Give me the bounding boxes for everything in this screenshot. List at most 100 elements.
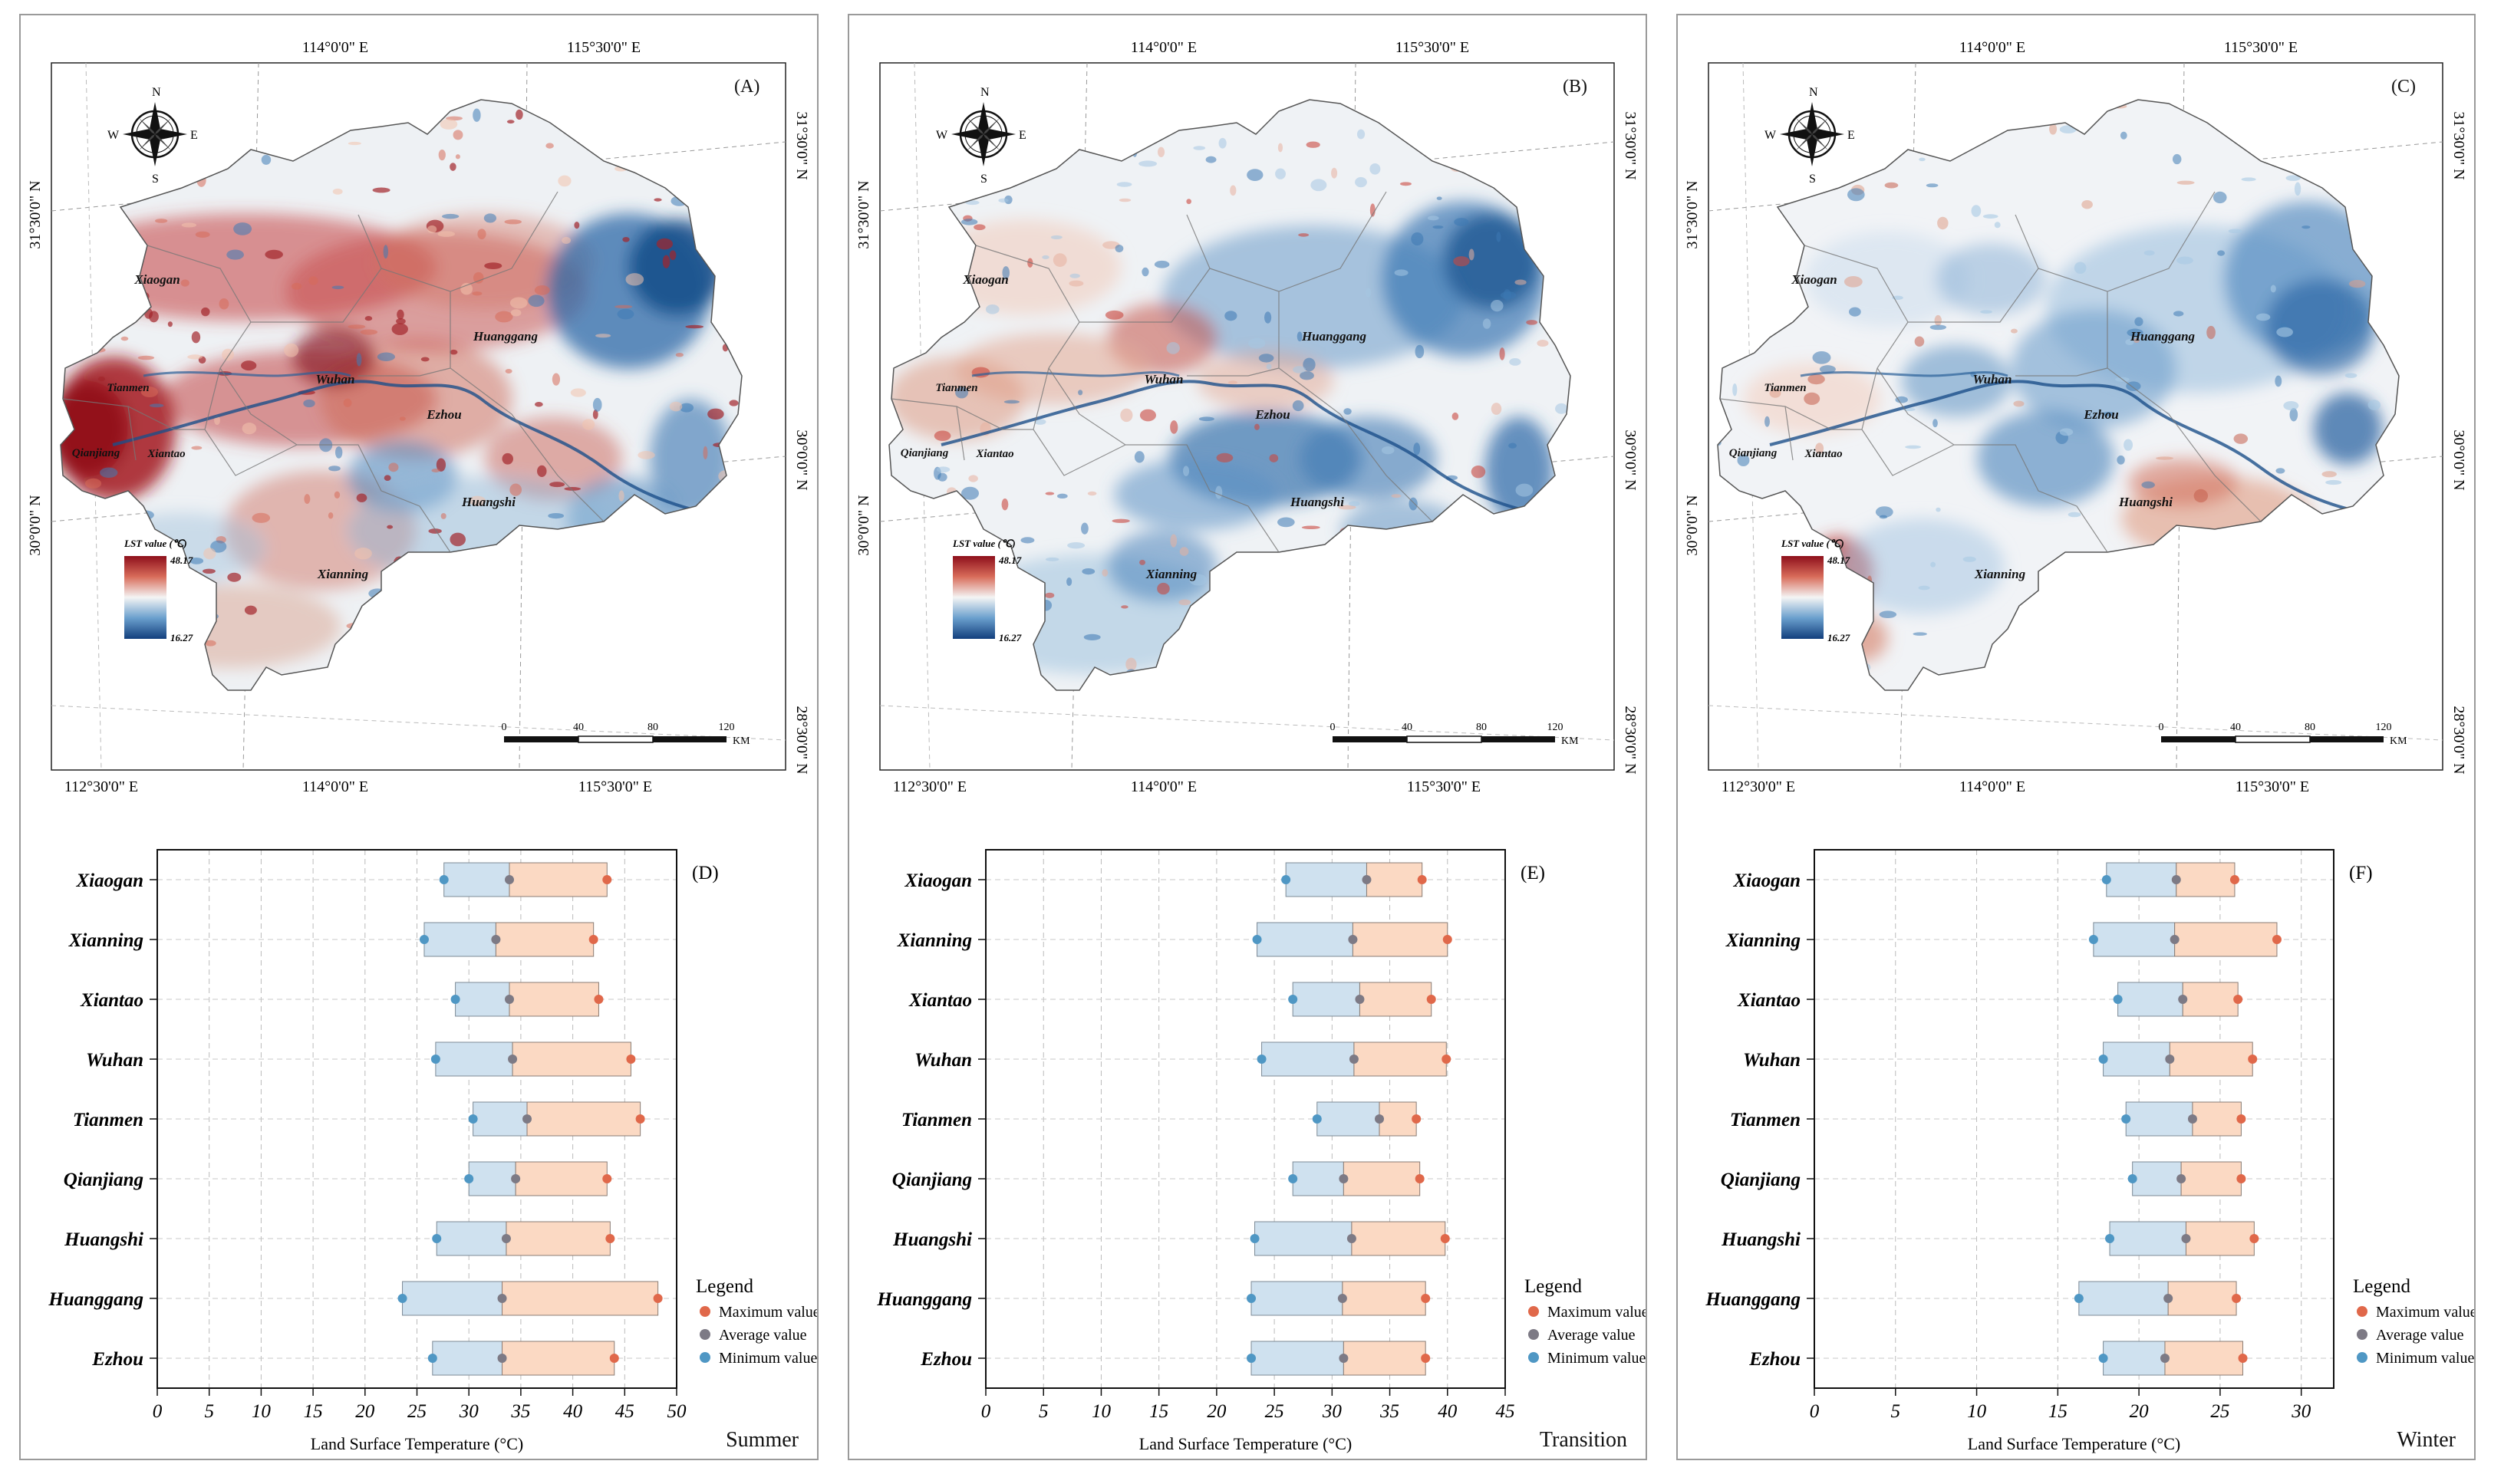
river-han — [143, 371, 351, 377]
lst-speck — [2288, 599, 2307, 604]
chart-legend-title: Legend — [696, 1276, 753, 1297]
bar-avg-to-max-tianmen — [526, 1101, 641, 1137]
lst-raster-blobs — [1743, 201, 2390, 663]
lst-speck — [657, 565, 675, 574]
lst-speck — [497, 661, 505, 666]
compass-n: N — [980, 86, 990, 99]
lst-speck — [463, 626, 479, 631]
lst-speck — [668, 664, 686, 671]
scale-bar: 0 40 80 120 KM — [2159, 722, 2408, 747]
lst-speck — [1119, 198, 1132, 202]
lst-speck — [1157, 582, 1170, 595]
lst-speck — [453, 130, 463, 140]
map-panel-label: (B) — [1563, 77, 1587, 97]
y-tick-label-huanggang: Huanggang — [48, 1289, 143, 1310]
lst-speck — [1718, 576, 1734, 584]
lst-speck — [1491, 403, 1502, 415]
lst-speck — [2068, 512, 2081, 518]
lst-speck — [1078, 390, 1083, 396]
lon-label-bottom: 115°30'0" E — [1407, 778, 1481, 795]
scale-bar-seg — [2310, 736, 2384, 742]
lst-speck — [669, 401, 683, 412]
lst-speck — [2294, 182, 2301, 196]
lst-speck — [388, 462, 399, 472]
lst-speck — [473, 271, 484, 284]
river-yangtze — [112, 380, 712, 515]
lst-speck — [2217, 250, 2226, 256]
lst-speck — [328, 512, 334, 519]
lst-speck — [1247, 169, 1264, 181]
scale-bar-tick: 40 — [2230, 722, 2241, 733]
y-tick-label-huangshi: Huangshi — [1721, 1229, 1801, 1250]
lst-speck — [1879, 610, 1897, 619]
lst-speck — [917, 519, 928, 525]
compass-needle — [978, 102, 989, 134]
compass-needle — [1812, 134, 1829, 151]
compass-s: S — [1809, 173, 1816, 186]
scale-bar: 0 40 80 120 KM — [1330, 722, 1580, 747]
scale-bar-tick: 120 — [719, 722, 735, 733]
lst-speck — [699, 209, 709, 218]
lon-label-bottom: 115°30'0" E — [2236, 778, 2309, 795]
lst-speck — [714, 131, 720, 141]
lst-speck — [1428, 529, 1442, 534]
compass-w: W — [1764, 129, 1777, 142]
city-label-huanggang: Huanggang — [1301, 329, 1367, 344]
lst-speck — [484, 262, 502, 269]
y-tick-label-xiaogan: Xiaogan — [904, 870, 972, 891]
point-avg-xiaogan — [1362, 875, 1372, 884]
lst-speck — [1836, 166, 1848, 180]
lst-speck — [505, 368, 512, 374]
lst-speck — [1413, 443, 1421, 456]
lst-speck — [1025, 658, 1035, 668]
lst-speck — [1339, 527, 1355, 537]
lst-speck — [1544, 229, 1559, 242]
city-label-tianmen: Tianmen — [935, 382, 977, 394]
point-avg-qianjiang — [1339, 1174, 1349, 1183]
compass-rose-icon: N S E W — [107, 86, 198, 186]
point-min-xiantao — [450, 995, 460, 1004]
lst-speck — [509, 483, 522, 496]
lst-speck — [1268, 560, 1276, 566]
lst-speck — [1381, 446, 1395, 455]
lst-speck — [303, 399, 315, 408]
point-avg-ezhou — [1339, 1354, 1349, 1363]
x-tick-label: 10 — [1967, 1401, 1987, 1422]
point-avg-xiantao — [1355, 995, 1365, 1004]
lst-speck — [1530, 647, 1538, 660]
lst-speck — [2125, 339, 2134, 345]
lst-speck — [723, 104, 732, 114]
lst-speck — [506, 120, 515, 124]
point-avg-xianning — [1348, 935, 1358, 944]
bar-min-to-avg-tianmen — [1316, 1101, 1380, 1137]
lst-speck — [1053, 253, 1067, 267]
legend-max-swatch — [700, 1306, 710, 1317]
city-label-huanggang: Huanggang — [473, 329, 539, 344]
lst-speck — [1953, 689, 1972, 690]
lst-speck — [1875, 506, 1893, 518]
lst-speck — [675, 352, 684, 357]
lst-speck — [1359, 541, 1378, 547]
scale-bar: 0 40 80 120 KM — [502, 722, 751, 747]
lst-speck — [685, 536, 691, 543]
scale-bar-tick: 120 — [1547, 722, 1563, 733]
lst-speck — [1125, 679, 1139, 689]
lst-patch — [649, 399, 733, 518]
lst-speck — [1356, 129, 1366, 140]
lst-speck — [2102, 411, 2115, 416]
lat-label-left: 31°30'0" N — [1684, 180, 1701, 248]
city-label-huangshi: Huangshi — [461, 495, 516, 509]
lst-colorbar — [124, 556, 166, 639]
chart-group: Xiaogan Xianning Xiantao Wuhan Tianmen Qianji… — [876, 849, 1646, 1453]
city-label-huangshi: Huangshi — [2118, 495, 2173, 509]
lst-speck — [1436, 196, 1442, 200]
lst-speck — [2325, 623, 2341, 633]
lst-patch — [889, 357, 1025, 441]
lst-patch — [347, 476, 622, 584]
lst-speck — [1165, 689, 1176, 690]
scale-bar-seg — [1406, 735, 1482, 743]
bar-min-to-avg-xiaogan — [443, 862, 510, 897]
point-max-huanggang — [653, 1294, 663, 1303]
chart-legend: Legend Maximum value Average value Minimum … — [696, 1276, 817, 1367]
